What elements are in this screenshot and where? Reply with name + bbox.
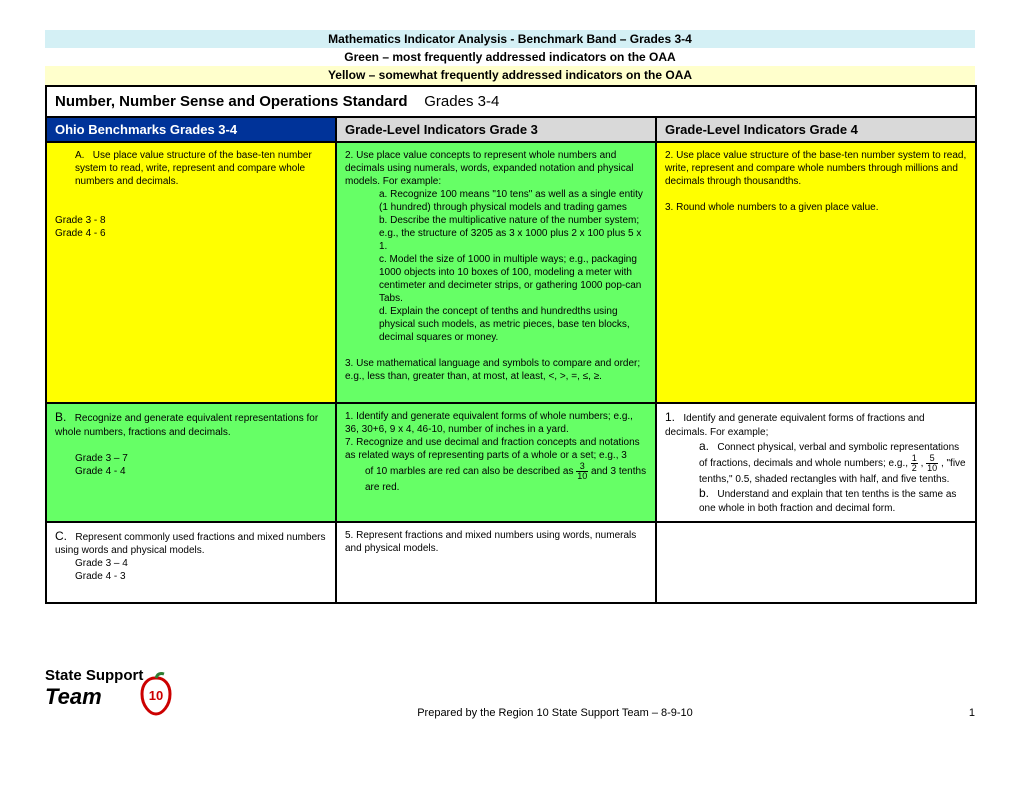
row-a-grade4-count: Grade 4 - 6 bbox=[55, 227, 327, 240]
row-a: A. Use place value structure of the base… bbox=[46, 142, 976, 403]
row-b-g4-b: Understand and explain that ten tenths i… bbox=[699, 489, 956, 514]
row-a-letter: A. bbox=[75, 150, 84, 161]
row-c-g3-item5: 5. Represent fractions and mixed numbers… bbox=[345, 529, 647, 555]
page-header: Mathematics Indicator Analysis - Benchma… bbox=[45, 30, 975, 85]
row-b-g4-a1: Connect physical, verbal and symbolic re… bbox=[699, 442, 959, 470]
row-c-grade4-count: Grade 4 - 3 bbox=[55, 570, 327, 583]
logo-region-number: 10 bbox=[149, 688, 163, 703]
row-c-text: Represent commonly used fractions and mi… bbox=[55, 532, 325, 557]
fraction-1-2: 12 bbox=[911, 454, 918, 473]
row-c-grade4-indicators bbox=[656, 522, 976, 604]
page-footer: State Support Team 10 Prepared by the Re… bbox=[45, 664, 975, 719]
row-a-g3-2a: a. Recognize 100 means "10 tens" as well… bbox=[345, 188, 647, 214]
row-a-grade3-indicators: 2. Use place value concepts to represent… bbox=[336, 142, 656, 403]
state-support-team-logo: State Support Team 10 bbox=[45, 664, 175, 719]
header-line-2: Green – most frequently addressed indica… bbox=[45, 48, 975, 66]
header-line-1: Mathematics Indicator Analysis - Benchma… bbox=[45, 30, 975, 48]
column-headers: Ohio Benchmarks Grades 3-4 Grade-Level I… bbox=[46, 117, 976, 142]
row-b-grade4-indicators: 1. Identify and generate equivalent form… bbox=[656, 403, 976, 522]
row-a-g3-item3: 3. Use mathematical language and symbols… bbox=[345, 357, 647, 383]
row-a-g3-item2: 2. Use place value concepts to represent… bbox=[345, 149, 647, 188]
row-b-g3-item7: 7. Recognize and use decimal and fractio… bbox=[345, 436, 647, 494]
row-a-g3-2b: b. Describe the multiplicative nature of… bbox=[345, 214, 647, 253]
row-b-g3-7a: 7. Recognize and use decimal and fractio… bbox=[345, 437, 640, 461]
row-a-grade3-count: Grade 3 - 8 bbox=[55, 214, 327, 227]
row-a-g4-item3: 3. Round whole numbers to a given place … bbox=[665, 201, 967, 214]
logo-text-1: State Support bbox=[45, 667, 143, 684]
row-a-g3-2c: c. Model the size of 1000 in multiple wa… bbox=[345, 253, 647, 305]
row-b-grade3-count: Grade 3 – 7 bbox=[55, 452, 327, 465]
row-b-g4-item1: Identify and generate equivalent forms o… bbox=[665, 413, 925, 438]
standard-title: Number, Number Sense and Operations Stan… bbox=[55, 93, 408, 110]
row-c-benchmark: C. Represent commonly used fractions and… bbox=[46, 522, 336, 604]
row-b-grade3-indicators: 1. Identify and generate equivalent form… bbox=[336, 403, 656, 522]
row-a-text: Use place value structure of the base-te… bbox=[75, 150, 312, 187]
row-b-g3-7b: of 10 marbles are red can also be descri… bbox=[365, 466, 576, 477]
row-b-benchmark: B. Recognize and generate equivalent rep… bbox=[46, 403, 336, 522]
row-a-g4-item2: 2. Use place value structure of the base… bbox=[665, 149, 967, 188]
col-header-grade4: Grade-Level Indicators Grade 4 bbox=[656, 117, 976, 142]
apple-icon: State Support Team 10 bbox=[45, 664, 175, 719]
row-c-letter: C. bbox=[55, 529, 67, 543]
page-number: 1 bbox=[935, 707, 975, 719]
row-b-letter: B. bbox=[55, 410, 66, 424]
fraction-3-10: 310 bbox=[576, 462, 588, 481]
row-b-grade4-count: Grade 4 - 4 bbox=[55, 465, 327, 478]
col-header-benchmarks: Ohio Benchmarks Grades 3-4 bbox=[46, 117, 336, 142]
row-a-benchmark: A. Use place value structure of the base… bbox=[46, 142, 336, 403]
header-line-3: Yellow – somewhat frequently addressed i… bbox=[45, 66, 975, 85]
standards-table: Number, Number Sense and Operations Stan… bbox=[45, 85, 977, 604]
footer-text: Prepared by the Region 10 State Support … bbox=[175, 707, 935, 719]
col-header-grade3: Grade-Level Indicators Grade 3 bbox=[336, 117, 656, 142]
row-b-g3-item1: 1. Identify and generate equivalent form… bbox=[345, 410, 647, 436]
logo-text-2: Team bbox=[45, 684, 102, 709]
fraction-5-10: 510 bbox=[926, 454, 938, 473]
row-a-g3-2d: d. Explain the concept of tenths and hun… bbox=[345, 305, 647, 344]
row-c-grade3-count: Grade 3 – 4 bbox=[55, 557, 327, 570]
title-row: Number, Number Sense and Operations Stan… bbox=[46, 86, 976, 117]
row-a-grade4-indicators: 2. Use place value structure of the base… bbox=[656, 142, 976, 403]
row-b: B. Recognize and generate equivalent rep… bbox=[46, 403, 976, 522]
row-b-text: Recognize and generate equivalent repres… bbox=[55, 413, 318, 438]
row-c: C. Represent commonly used fractions and… bbox=[46, 522, 976, 604]
standard-grades: Grades 3-4 bbox=[424, 93, 499, 110]
row-c-grade3-indicators: 5. Represent fractions and mixed numbers… bbox=[336, 522, 656, 604]
